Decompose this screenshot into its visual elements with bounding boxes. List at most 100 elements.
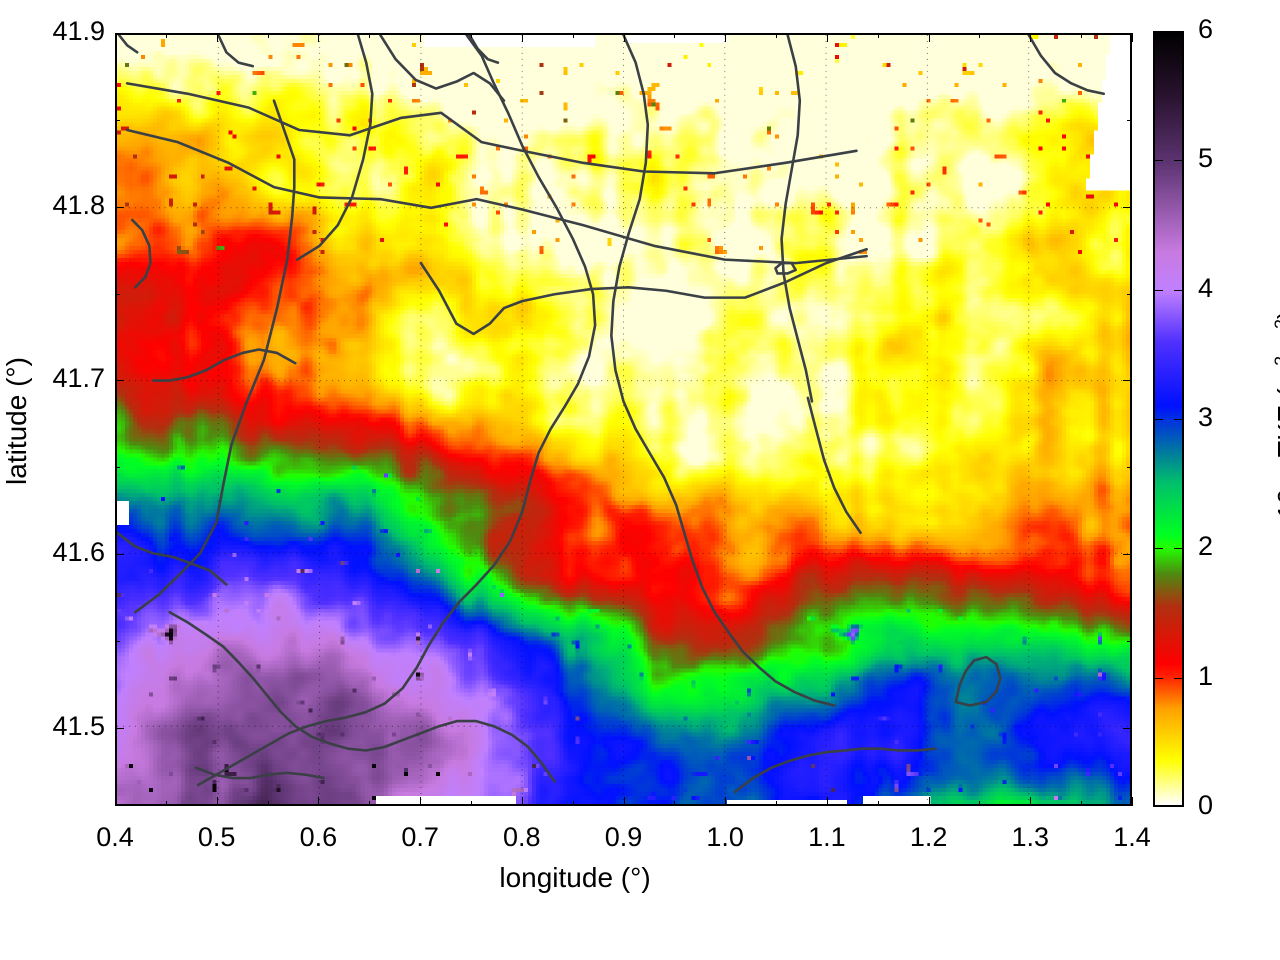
x-tick	[623, 797, 625, 806]
x-tick	[521, 797, 523, 806]
y-tick	[1123, 727, 1132, 729]
colorbar-exp-2: -2	[1270, 319, 1280, 335]
colorbar-tick	[1174, 289, 1182, 291]
y-tick-label: 41.8	[52, 189, 105, 220]
contour-line	[125, 128, 868, 265]
x-tick-label: 1.0	[706, 822, 744, 852]
y-tick	[1123, 206, 1132, 208]
y-tick	[1123, 33, 1132, 34]
x-tick-label: 1.3	[1011, 822, 1050, 852]
x-minor-tick	[165, 801, 167, 806]
x-minor-tick	[369, 33, 371, 38]
contour-line	[130, 218, 152, 289]
x-tick	[420, 797, 422, 806]
contour-line	[419, 247, 868, 336]
colorbar-tick-label: 4	[1198, 272, 1214, 303]
contour-line	[295, 35, 374, 261]
x-minor-tick	[369, 801, 371, 806]
x-tick	[1132, 33, 1133, 42]
x-tick-label: 1.1	[808, 822, 846, 852]
y-tick-label: 41.7	[52, 363, 105, 394]
colorbar-tick-label: 3	[1198, 402, 1214, 432]
colorbar-tick-label: 6	[1198, 14, 1214, 44]
x-tick	[623, 33, 625, 42]
y-axis-title: latitude (°)	[1, 357, 32, 485]
x-tick-label: 1.2	[909, 822, 948, 852]
contour-line	[196, 35, 597, 787]
x-tick-label: 0.5	[197, 822, 236, 852]
contour-line	[217, 35, 255, 68]
colorbar-tick	[1155, 677, 1163, 679]
colorbar-tick-label: 5	[1198, 143, 1214, 174]
y-tick	[115, 380, 124, 382]
colorbar-tick	[1174, 160, 1182, 162]
y-tick	[115, 33, 124, 34]
x-tick-label: 0.7	[401, 822, 439, 852]
x-tick	[1030, 797, 1032, 806]
contour-line	[152, 348, 297, 382]
x-tick-label: 1.4	[1113, 822, 1151, 852]
contour-line	[733, 747, 937, 794]
x-tick	[115, 797, 116, 806]
contour-line	[468, 35, 500, 64]
x-minor-tick	[1081, 33, 1083, 38]
x-minor-tick	[979, 33, 981, 38]
x-minor-tick	[877, 801, 879, 806]
y-tick-label: 41.5	[52, 710, 105, 741]
x-tick	[725, 33, 727, 42]
x-tick-label: 0.8	[503, 822, 541, 852]
colorbar-tick-label: 0	[1198, 790, 1214, 820]
x-minor-tick	[267, 33, 269, 38]
colorbar-tick	[1155, 160, 1163, 162]
contour-line	[954, 655, 1002, 707]
y-minor-tick	[1127, 467, 1132, 469]
colorbar-tick	[1174, 419, 1182, 420]
colorbar-title-mid: s	[1273, 335, 1280, 356]
y-minor-tick	[115, 293, 120, 295]
x-tick	[928, 33, 930, 42]
x-tick	[1030, 33, 1032, 42]
y-tick	[115, 206, 124, 208]
colorbar-tick	[1174, 677, 1182, 679]
colorbar-title-text: 10m-TKE (m	[1272, 365, 1280, 519]
x-tick	[521, 33, 523, 42]
plot-area	[115, 33, 1132, 806]
x-tick	[318, 33, 320, 42]
y-tick	[115, 554, 124, 556]
contour-lines	[117, 35, 1105, 794]
contour-line	[133, 99, 296, 614]
x-tick	[420, 33, 422, 42]
y-minor-tick	[115, 640, 120, 642]
y-tick-label: 41.6	[52, 537, 105, 568]
y-tick	[115, 727, 124, 729]
x-tick	[216, 797, 218, 806]
x-tick-label: 0.6	[299, 822, 338, 852]
x-tick	[216, 33, 218, 42]
x-minor-tick	[776, 801, 778, 806]
colorbar-tick-label: 1	[1198, 660, 1214, 691]
x-minor-tick	[470, 33, 472, 38]
y-minor-tick	[1127, 293, 1132, 295]
y-minor-tick	[1127, 640, 1132, 642]
colorbar-exp-1: 2	[1271, 356, 1280, 366]
colorbar-title: 10m-TKE (m2 s-2)	[1271, 215, 1280, 615]
x-minor-tick	[267, 801, 269, 806]
x-tick-label: 0.9	[604, 822, 643, 852]
contour-line	[774, 261, 798, 275]
x-tick	[826, 33, 828, 42]
x-tick-label: 0.4	[96, 822, 134, 852]
contour-line	[125, 82, 858, 175]
y-tick-label: 41.9	[52, 16, 105, 46]
x-tick	[725, 797, 727, 806]
colorbar-tick	[1155, 419, 1163, 420]
contour-line	[780, 35, 814, 403]
x-minor-tick	[674, 801, 676, 806]
colorbar-tick	[1174, 548, 1182, 550]
y-minor-tick	[1127, 119, 1132, 121]
x-minor-tick	[1081, 801, 1083, 806]
heatmap-raster	[117, 35, 1130, 804]
contour-line	[806, 396, 862, 535]
x-minor-tick	[674, 33, 676, 38]
y-minor-tick	[115, 467, 120, 469]
